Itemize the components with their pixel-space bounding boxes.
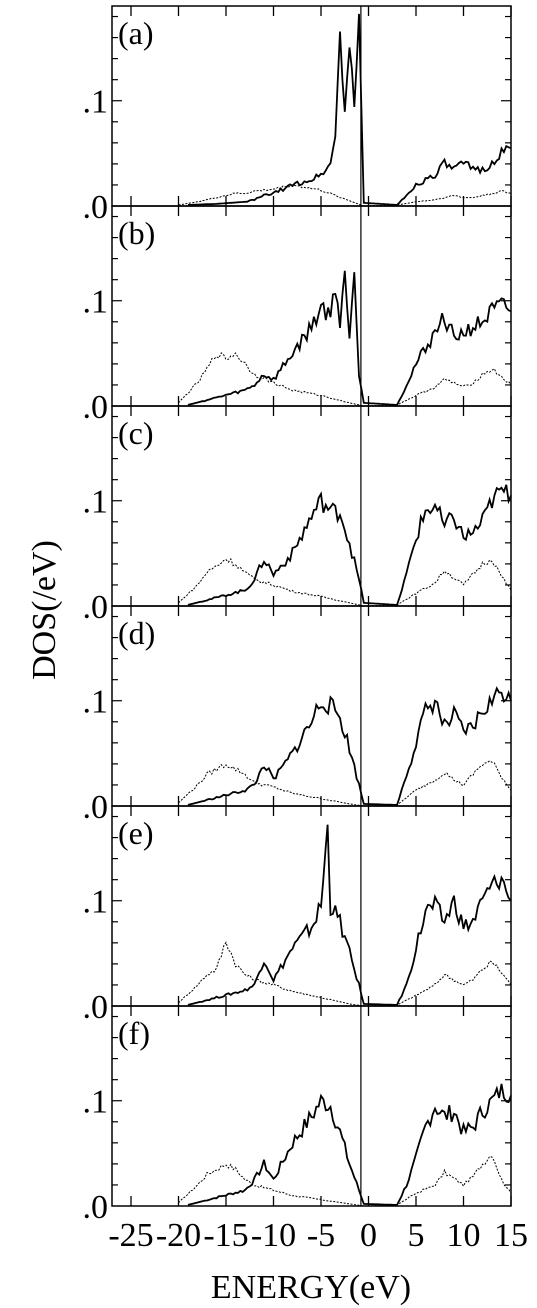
y-tick-label: .0: [83, 1189, 109, 1226]
panel-label: (a): [118, 15, 154, 51]
solid-series: [187, 270, 512, 406]
x-tick-label: -25: [108, 1217, 153, 1254]
dotted-series: [178, 760, 512, 807]
y-tick-label: .1: [83, 1084, 109, 1121]
panel-frame: [111, 5, 512, 207]
dotted-series: [178, 1155, 512, 1207]
panel-label: (b): [118, 215, 155, 251]
x-tick-label: -5: [307, 1217, 335, 1254]
x-tick-label: 5: [408, 1217, 425, 1254]
panel-frame: [111, 205, 512, 407]
y-tick-label: .1: [83, 284, 109, 321]
dotted-series: [178, 557, 512, 607]
solid-series: [187, 686, 512, 806]
y-tick-label: .1: [83, 884, 109, 921]
panel-e: .0 .1(e): [83, 805, 512, 1026]
dotted-series: [178, 352, 512, 407]
y-tick-label: .1: [83, 684, 109, 721]
panel-frame: [111, 405, 512, 607]
panel-b: .0 .1(b): [83, 205, 512, 426]
y-tick-label: .1: [83, 484, 109, 521]
dotted-series: [178, 184, 512, 207]
solid-series: [187, 1083, 512, 1206]
y-axis-title: DOS(/eV): [26, 540, 63, 680]
x-tick-label: -15: [203, 1217, 248, 1254]
y-tick-label: .0: [83, 789, 109, 826]
panel-f: .0 .1 (f): [83, 1005, 512, 1226]
panel-d: .0 .1(d): [83, 605, 512, 826]
panel-frame: [111, 1005, 512, 1207]
panel-label: (c): [118, 415, 154, 451]
panel-label: (e): [118, 815, 154, 851]
x-tick-label: -20: [156, 1217, 201, 1254]
y-tick-label: .0: [83, 189, 109, 226]
y-tick-label: .0: [83, 989, 109, 1026]
y-tick-label: .1: [83, 84, 109, 121]
x-tick-label: -10: [251, 1217, 296, 1254]
dotted-series: [178, 941, 512, 1007]
y-tick-label: .0: [83, 589, 109, 626]
panel-c: .0 .1(c): [83, 405, 512, 626]
solid-series: [188, 13, 512, 206]
x-tick-label: 15: [494, 1217, 528, 1254]
solid-series: [187, 824, 512, 1006]
plot-layer: .0.1(f).0.1(e).0.1(d).0.1(c).0.1(b).0.1(…: [83, 5, 528, 1254]
solid-series: [187, 484, 512, 606]
y-tick-label: .0: [83, 389, 109, 426]
panel-a: .0 .1(a): [83, 5, 512, 226]
panel-frame: [111, 605, 512, 807]
x-axis-title: ENERGY(eV): [211, 1269, 411, 1306]
panel-label: (f): [118, 1015, 150, 1051]
panel-label: (d): [118, 615, 155, 651]
x-tick-label: 10: [447, 1217, 481, 1254]
x-tick-label: 0: [360, 1217, 377, 1254]
